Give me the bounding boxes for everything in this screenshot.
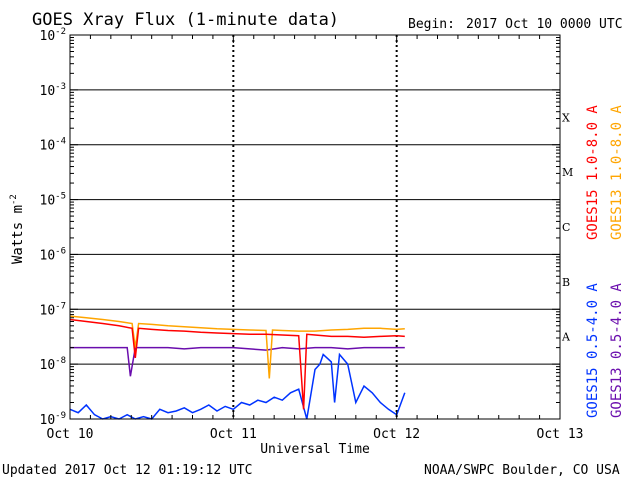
flare-class-label: M <box>562 166 573 179</box>
flare-class-labels: X M C B A <box>561 111 573 343</box>
updated-timestamp: Updated 2017 Oct 12 01:19:12 UTC <box>2 463 252 478</box>
y-tick-labels: 10-2 10-3 10-4 10-5 10-6 10-7 10-8 10-9 <box>40 27 67 428</box>
series-line <box>69 315 405 379</box>
flare-class-label: A <box>561 331 571 344</box>
x-tick-label: Oct 12 <box>373 427 420 442</box>
y-tick-label: 10-3 <box>40 82 67 99</box>
y-tick-label: 10-6 <box>40 246 67 263</box>
flare-class-label: X <box>562 111 570 124</box>
legend-entry: GOES15 0.5-4.0 A <box>585 283 601 418</box>
x-tick-labels: Oct 10 Oct 11 Oct 12 Oct 13 <box>47 427 584 442</box>
legend-entry: GOES13 0.5-4.0 A <box>609 283 625 418</box>
series-line <box>69 318 405 410</box>
axis-ticks <box>69 35 561 420</box>
y-tick-label: 10-2 <box>40 27 67 44</box>
plot-gridlines <box>70 35 560 419</box>
series-legend: GOES15 1.0-8.0 A GOES13 1.0-8.0 A GOES15 0… <box>585 105 625 418</box>
flare-class-label: B <box>562 276 570 289</box>
y-tick-label: 10-4 <box>40 137 67 154</box>
x-tick-label: Oct 10 <box>47 427 94 442</box>
y-tick-label: 10-9 <box>40 411 67 428</box>
y-tick-label: 10-5 <box>40 192 67 209</box>
flare-class-label: C <box>562 221 570 234</box>
plot-series-group <box>69 315 406 420</box>
y-tick-label: 10-8 <box>40 356 67 373</box>
series-line <box>70 346 405 377</box>
x-axis-title: Universal Time <box>260 442 370 457</box>
x-tick-label: Oct 13 <box>537 427 584 442</box>
legend-entry: GOES13 1.0-8.0 A <box>609 105 625 240</box>
begin-value: 2017 Oct 10 0000 UTC <box>466 17 623 32</box>
credit-text: NOAA/SWPC Boulder, CO USA <box>424 463 620 478</box>
chart-title: GOES Xray Flux (1-minute data) <box>32 10 339 30</box>
x-tick-label: Oct 11 <box>210 427 257 442</box>
y-axis-title: Watts m-2 <box>9 194 26 264</box>
legend-entry: GOES15 1.0-8.0 A <box>585 105 601 240</box>
begin-label: Begin: <box>408 17 455 32</box>
series-line <box>69 352 406 420</box>
y-tick-label: 10-7 <box>40 301 67 318</box>
